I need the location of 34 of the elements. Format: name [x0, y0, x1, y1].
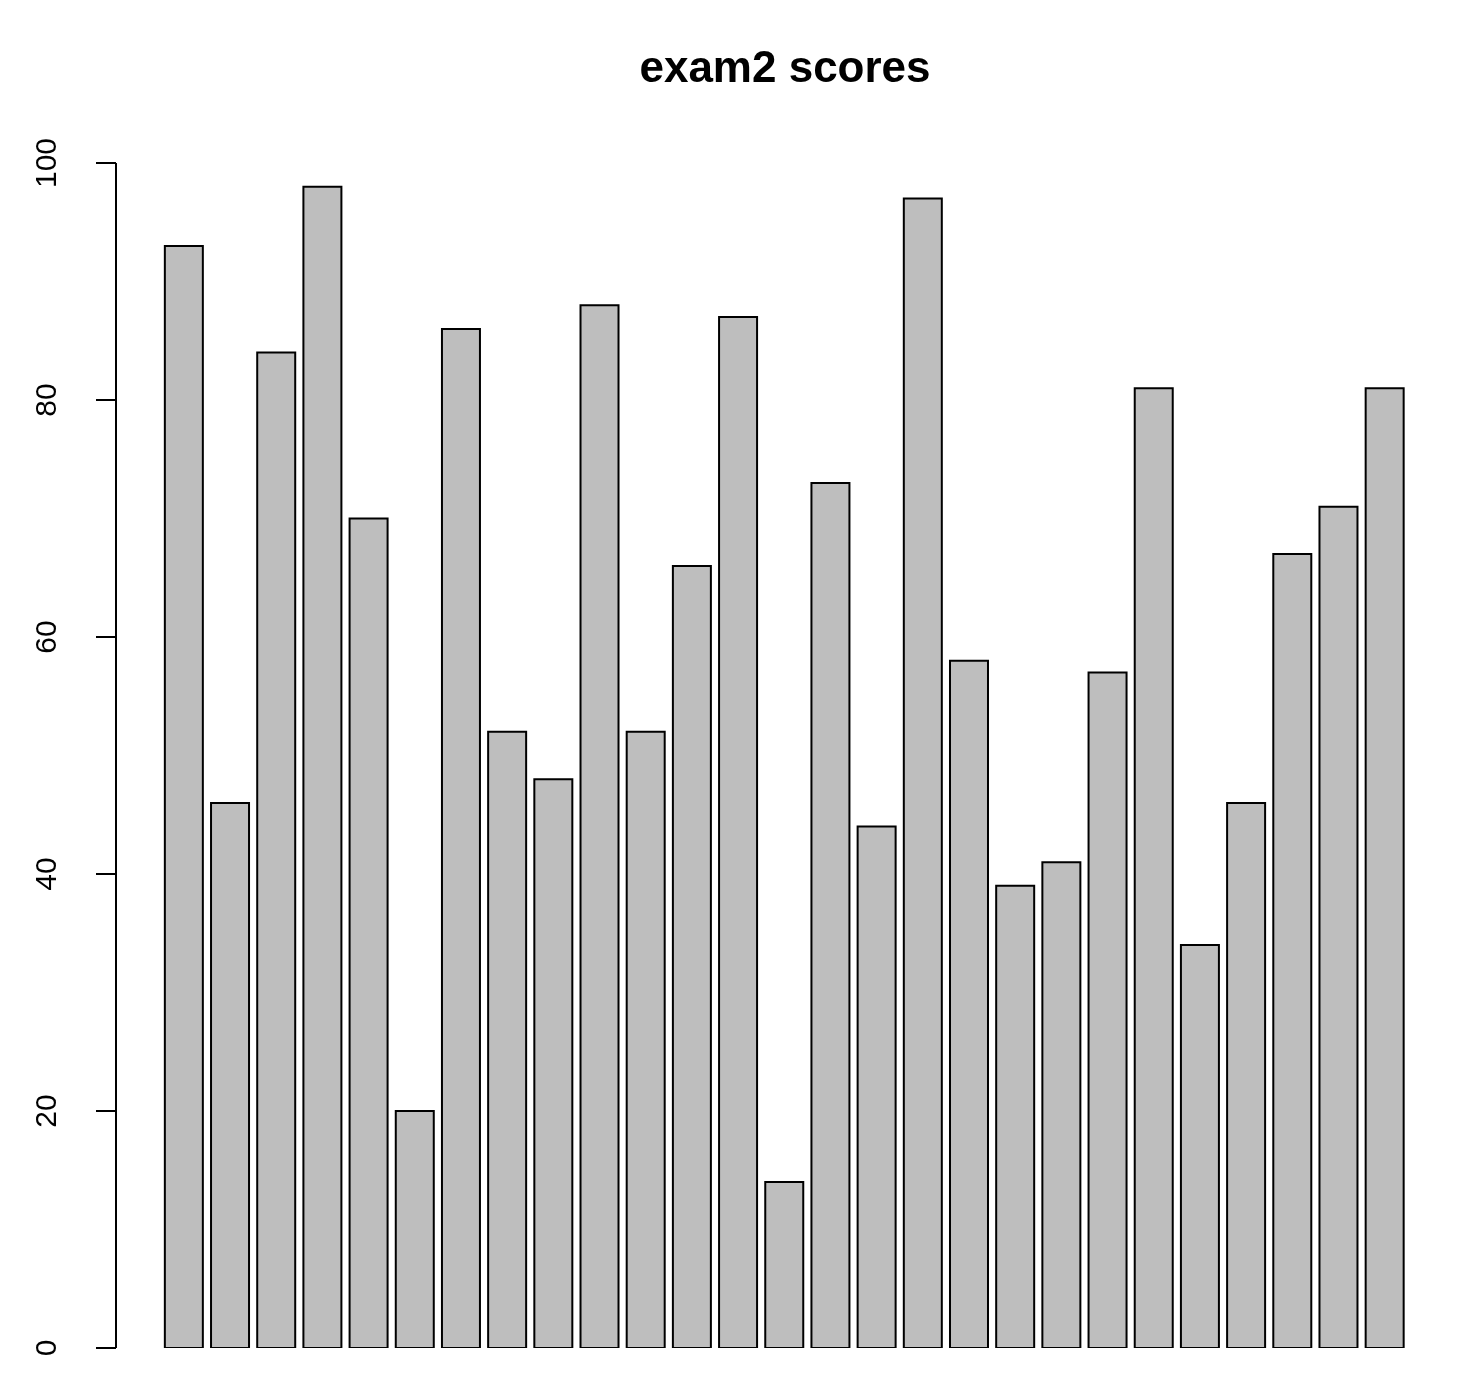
bar — [210, 801, 251, 1348]
bar — [348, 517, 389, 1348]
bar — [1041, 861, 1082, 1348]
bar — [440, 327, 481, 1348]
bar — [718, 316, 759, 1348]
bar — [1133, 387, 1174, 1348]
bar — [533, 778, 574, 1348]
bar — [1318, 505, 1359, 1348]
bar — [810, 481, 851, 1348]
bar — [1087, 671, 1128, 1348]
bar — [163, 244, 204, 1348]
bar — [1179, 944, 1220, 1348]
bar — [256, 351, 297, 1348]
bar — [394, 1110, 435, 1348]
bar — [487, 730, 528, 1348]
y-tick-label: 40 — [28, 857, 62, 891]
bar — [856, 825, 897, 1348]
bar — [949, 659, 989, 1348]
y-tick-label: 60 — [28, 620, 62, 654]
bar — [302, 185, 343, 1348]
bar — [1272, 553, 1313, 1348]
bar — [1226, 801, 1267, 1348]
bar — [902, 197, 943, 1348]
bar — [764, 1181, 805, 1348]
y-tick-label: 100 — [28, 137, 62, 189]
bar — [995, 884, 1036, 1348]
bar — [579, 304, 620, 1348]
bar — [1364, 387, 1405, 1348]
y-tick-label: 20 — [28, 1094, 62, 1128]
bar — [625, 730, 666, 1348]
bar — [671, 564, 712, 1348]
y-tick-label: 80 — [28, 383, 62, 417]
y-tick-label: 0 — [28, 1339, 62, 1357]
chart-title: exam2 scores — [638, 42, 932, 91]
